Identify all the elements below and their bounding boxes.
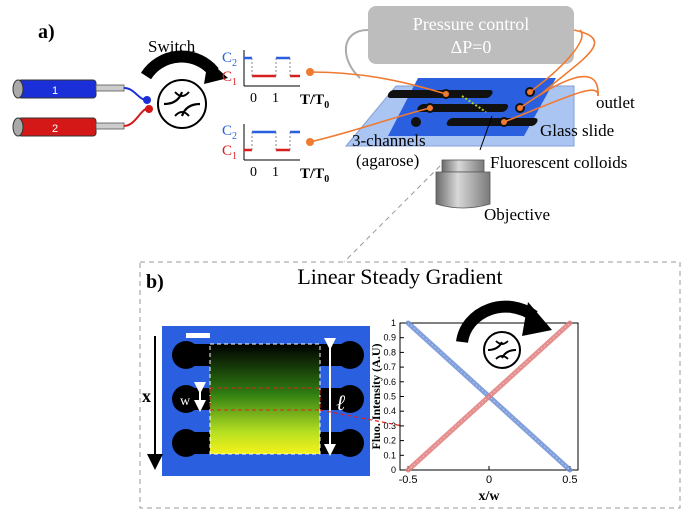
objective-label: Objective [484,205,550,224]
pulse-bottom-c2: C2 [222,123,237,142]
y-axis-label: Fluo. Intensity (A.U) [369,343,383,449]
chip-channels [387,90,538,126]
x-direction-label: x [142,386,151,406]
scale-bar [186,333,210,338]
y-tick-label: 0.9 [383,333,396,343]
y-tick-label: 0.5 [383,392,396,402]
switch-arrow-head-icon [204,60,228,84]
series-markers-1 [407,322,571,471]
analysis-window [209,387,321,411]
pulse-bottom-tick0: 0 [250,165,257,180]
gradient-region [210,344,320,454]
switch-rotation-arrow [140,50,219,80]
channels-label-line2: (agarose) [356,151,419,170]
panel-a-label: a) [38,21,55,43]
pulse-top-tick0: 0 [250,91,257,106]
tube-red [123,107,149,127]
y-tick-label: 0.1 [383,450,396,460]
junction-red [145,105,153,113]
series-markers-2 [407,322,571,471]
orange-tubing [309,29,599,143]
pulse-bottom-axis: T/T0 [300,166,329,185]
pressure-tube-left [345,29,369,79]
y-tick-label: 0 [391,465,396,475]
switch-valve-icon [157,79,207,129]
pulse-diagram-top: C2 C1 0 1 T/T0 [222,50,329,111]
y-tick-label: 0.2 [383,436,396,446]
pressure-control-box [368,6,574,64]
syringe-2-label: 2 [52,123,58,135]
y-tick-label: 0.6 [383,377,396,387]
syringe-1-label: 1 [52,85,58,97]
chart-rotation-arrow [456,300,538,344]
syringe-red: 2 [12,117,125,137]
x-tick-label: -0.5 [399,474,418,486]
pressure-control-title: Pressure control [413,14,529,34]
panel-b-title: Linear Steady Gradient [297,264,502,289]
intensity-chart: 00.10.20.30.40.50.60.70.80.91-0.5 0 0.5x/w… [369,318,579,504]
pulse-top-c2: C2 [222,50,237,69]
switch-label: Switch [148,37,196,56]
junction-blue [143,96,151,104]
chart-arrow-head-icon [522,302,552,336]
switch-valve-icon-b [483,331,521,369]
glass-slide-label: Glass slide [540,121,614,140]
channels-label-line1: 3-channels [352,131,426,150]
outlet-label: outlet [596,93,635,112]
pressure-control-value: ΔP=0 [451,37,492,57]
colloids-pointer [479,115,493,151]
y-tick-label: 1 [391,318,396,328]
colloids-label: Fluorescent colloids [490,153,627,172]
syringe-blue: 1 [12,79,125,99]
y-tick-label: 0.3 [383,421,396,431]
pulse-bottom-c1: C1 [222,143,237,162]
panel-b-label: b) [146,271,164,293]
ell-label: ℓ [336,390,346,415]
pulse-top-axis: T/T0 [300,92,329,111]
x-tick-label: 0.5 [562,474,577,486]
panel-b-frame [139,261,681,509]
y-tick-label: 0.7 [383,362,396,372]
x-axis-label: x/w [479,489,501,504]
pulse-top-tick1: 1 [272,91,279,106]
pulse-bottom-tick1: 1 [272,165,279,180]
y-tick-label: 0.4 [383,406,396,416]
objective-lens [435,159,491,209]
pulse-diagram-bottom: C2 C1 0 1 T/T0 [222,123,329,185]
zoom-connector [343,165,441,263]
y-tick-label: 0.8 [383,347,396,357]
x-tick-label: 0 [486,474,492,486]
w-label: w [180,394,191,409]
pulse-top-c1: C1 [222,69,237,88]
